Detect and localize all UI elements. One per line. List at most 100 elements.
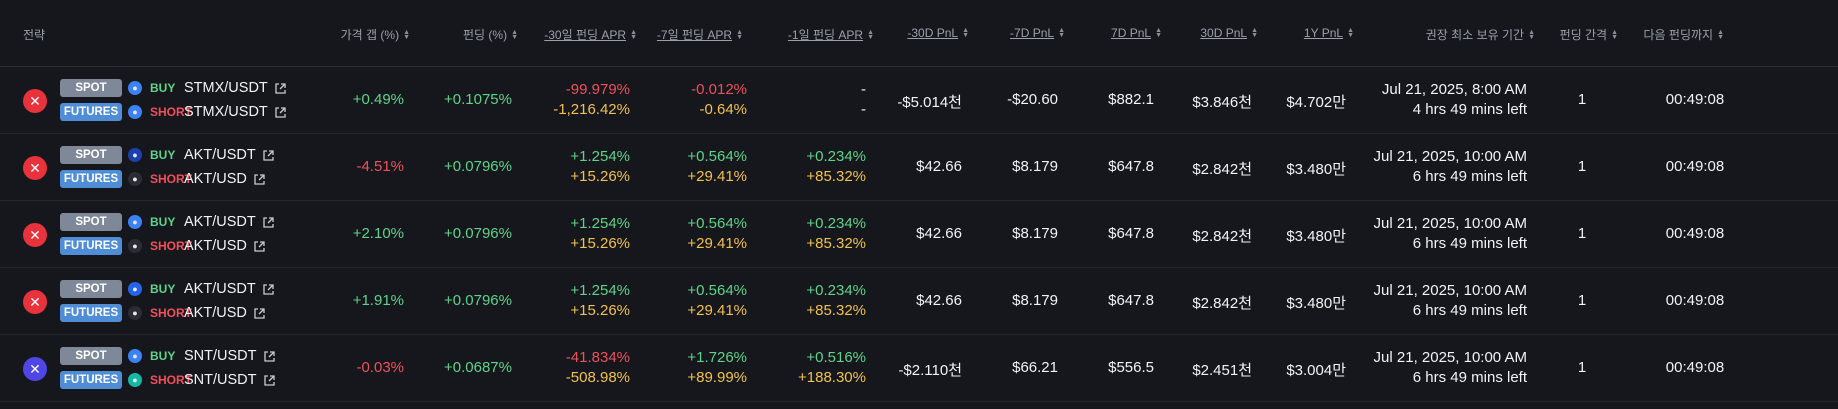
apr-7d-value: +0.564% [687,282,747,299]
external-link-icon[interactable] [263,374,276,387]
pnl-7d-value: $647.8 [1108,158,1154,175]
min-hold-remaining: 6 hrs 49 mins left [1412,168,1527,185]
min-hold-date: Jul 21, 2025, 10:00 AM [1373,148,1527,165]
min-hold-cell: Jul 21, 2025, 10:00 AM 6 hrs 49 mins lef… [1374,149,1527,185]
pnl-1y-value: $3.480만 [1286,295,1346,312]
pnl-1y-value: $4.702만 [1286,94,1346,111]
futures-symbol-link[interactable]: STMX/USDT [184,104,268,120]
futures-symbol-link[interactable]: SNT/USDT [184,372,257,388]
futures-leg: FUTURES ● SHORT AKT/USD [60,303,275,323]
min-hold-date: Jul 21, 2025, 10:00 AM [1373,282,1527,299]
apr-30d-annual: +15.26% [570,302,630,319]
min-hold-cell: Jul 21, 2025, 10:00 AM 6 hrs 49 mins lef… [1374,283,1527,319]
apr-7d-value: +0.564% [687,215,747,232]
table-row[interactable]: ✕ SPOT ● BUY AKT/USDT FUTURES ● SHORT AK… [0,134,1838,201]
header-price-gap[interactable]: 가격 갭 (%) ▲ ▼ [340,28,410,42]
min-hold-cell: Jul 21, 2025, 10:00 AM 6 hrs 49 mins lef… [1374,350,1527,386]
pnl-minus-30d-value: -$2.110천 [898,362,962,379]
pnl-minus-30d-value: -$5.014천 [897,94,962,111]
futures-leg: FUTURES ● SHORT SNT/USDT [60,370,276,390]
sort-icon: ▲ ▼ [630,28,637,41]
header-apr-1d[interactable]: -1일 펀딩 APR ▲ ▼ [787,28,874,42]
apr-30d-cell: +1.254% +15.26% [570,216,630,252]
funding-value: +0.0796% [444,158,512,175]
header-next-funding[interactable]: 다음 펀딩까지 ▲ ▼ [1643,28,1724,42]
up-exchange-icon: ● [128,148,142,162]
apr-7d-cell: +0.564% +29.41% [687,149,747,185]
flame-exchange-icon: ● [128,282,142,296]
external-link-icon[interactable] [274,82,287,95]
sort-icon: ▲ ▼ [511,28,518,41]
apr-1d-value: +0.516% [806,349,866,366]
futures-leg: FUTURES ● SHORT AKT/USD [60,169,275,189]
price-gap-value: +2.10% [352,225,404,242]
header-pnl-minus-7d[interactable]: -7D PnL ▲ ▼ [1010,26,1065,40]
funding-interval-value: 1 [1577,91,1587,108]
external-link-icon[interactable] [263,350,276,363]
apr-1d-annual: +85.32% [806,235,866,252]
apr-30d-cell: +1.254% +15.26% [570,149,630,185]
next-funding-countdown: 00:49:08 [1665,225,1725,242]
funding-value: +0.1075% [444,91,512,108]
spot-symbol-link[interactable]: AKT/USDT [184,214,256,230]
sort-icon: ▲ ▼ [403,28,410,41]
next-funding-countdown: 00:49:08 [1665,158,1725,175]
table-row[interactable]: ✕ SPOT ● BUY AKT/USDT FUTURES ● SHORT AK… [0,268,1838,335]
futures-symbol-link[interactable]: AKT/USD [184,305,247,321]
pnl-minus-7d-value: $8.179 [1012,158,1058,175]
sort-icon: ▲ ▼ [962,27,969,39]
sort-icon: ▲ ▼ [1717,28,1724,41]
apr-30d-cell: -41.834% -508.98% [566,350,630,386]
spot-badge: SPOT [60,347,122,365]
external-link-icon[interactable] [274,106,287,119]
header-funding[interactable]: 펀딩 (%) ▲ ▼ [462,28,518,42]
apr-1d-cell: +0.516% +188.30% [798,350,866,386]
spot-symbol-link[interactable]: STMX/USDT [184,80,268,96]
header-funding-interval[interactable]: 펀딩 간격 ▲ ▼ [1559,28,1618,42]
header-strategy: 전략 [23,28,46,42]
futures-symbol-link[interactable]: AKT/USD [184,238,247,254]
table-row[interactable]: ✕ SPOT ● BUY AKT/USDT FUTURES ● SHORT AK… [0,201,1838,268]
spot-symbol-link[interactable]: SNT/USDT [184,348,257,364]
apr-7d-annual: +29.41% [687,235,747,252]
pnl-minus-7d-value: -$20.60 [1007,91,1058,108]
external-link-icon[interactable] [253,240,266,253]
apr-30d-cell: -99.979% -1,216.42% [553,82,630,118]
apr-7d-cell: +1.726% +89.99% [687,350,747,386]
spot-symbol-link[interactable]: AKT/USDT [184,147,256,163]
spot-symbol-link[interactable]: AKT/USDT [184,281,256,297]
apr-7d-cell: +0.564% +29.41% [687,283,747,319]
x-exchange-icon: ● [128,172,142,186]
min-hold-date: Jul 21, 2025, 8:00 AM [1381,81,1527,98]
external-link-icon[interactable] [253,173,266,186]
header-apr-7d[interactable]: -7일 펀딩 APR ▲ ▼ [656,28,743,42]
external-link-icon[interactable] [262,149,275,162]
table-row[interactable]: ✕ SPOT ● BUY STMX/USDT FUTURES ● SHORT S… [0,67,1838,134]
sort-icon: ▲ ▼ [1611,28,1618,41]
apr-30d-value: -99.979% [565,81,630,98]
header-min-hold[interactable]: 권장 최소 보유 기간 ▲ ▼ [1425,28,1535,42]
external-link-icon[interactable] [262,216,275,229]
header-pnl-7d[interactable]: 7D PnL ▲ ▼ [1111,26,1162,40]
futures-symbol-link[interactable]: AKT/USD [184,171,247,187]
header-apr-30d[interactable]: -30일 펀딩 APR ▲ ▼ [544,28,637,42]
swirl-exchange-icon: ● [128,373,142,387]
apr-7d-value: -0.012% [691,81,747,98]
buy-label: BUY [150,215,176,229]
funding-interval-value: 1 [1577,225,1587,242]
pnl-7d-value: $647.8 [1108,292,1154,309]
table-row[interactable]: ✕ SPOT ● BUY SNT/USDT FUTURES ● SHORT SN… [0,335,1838,402]
apr-1d-cell: - - [861,82,866,118]
header-pnl-1y[interactable]: 1Y PnL ▲ ▼ [1303,26,1354,40]
apr-30d-annual: -508.98% [565,369,630,386]
header-pnl-minus-30d[interactable]: -30D PnL ▲ ▼ [907,26,969,40]
external-link-icon[interactable] [262,283,275,296]
funding-value: +0.0796% [444,225,512,242]
x-exchange-icon: ● [128,239,142,253]
apr-1d-value: - [861,81,866,98]
spot-leg: SPOT ● BUY AKT/USDT [60,145,275,165]
x-exchange-icon: ● [128,306,142,320]
apr-1d-cell: +0.234% +85.32% [806,149,866,185]
header-pnl-30d[interactable]: 30D PnL ▲ ▼ [1200,26,1258,40]
external-link-icon[interactable] [253,307,266,320]
